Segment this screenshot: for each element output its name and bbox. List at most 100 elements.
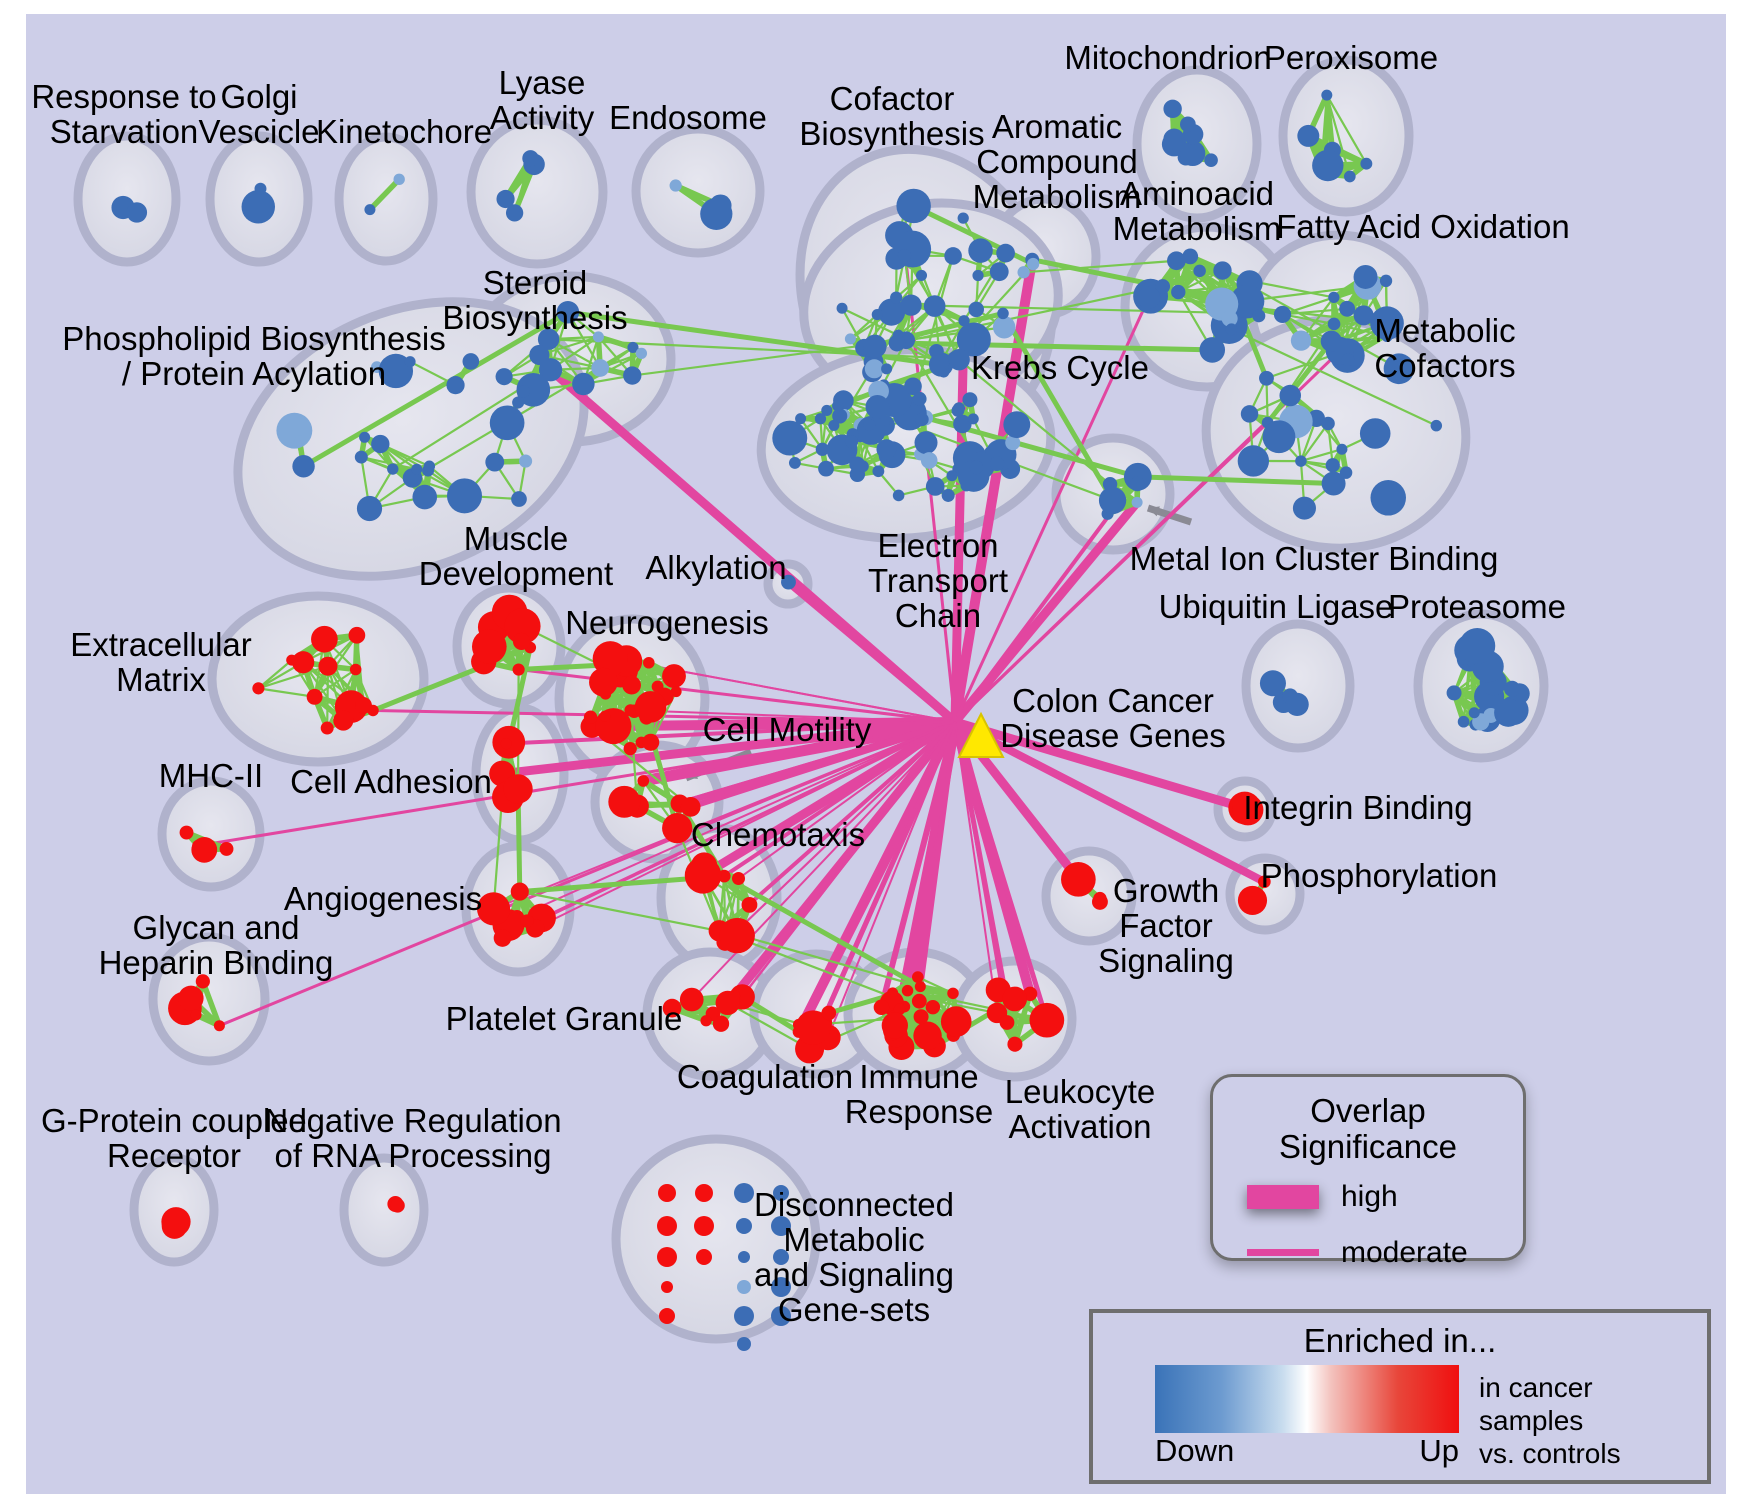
gene-set-node[interactable] xyxy=(510,882,529,901)
gene-set-node[interactable] xyxy=(890,291,903,304)
gene-set-node[interactable] xyxy=(1321,89,1333,101)
gene-set-node[interactable] xyxy=(731,872,746,886)
gene-set-node[interactable] xyxy=(781,574,796,590)
gene-set-node[interactable] xyxy=(844,333,856,345)
gene-set-node[interactable] xyxy=(446,376,465,395)
gene-set-node[interactable] xyxy=(1321,416,1335,431)
gene-set-node[interactable] xyxy=(992,316,1016,339)
gene-set-node[interactable] xyxy=(1240,405,1259,423)
gene-set-node[interactable] xyxy=(1379,274,1393,288)
gene-set-node[interactable] xyxy=(881,1012,908,1039)
gene-set-node[interactable] xyxy=(736,1218,752,1234)
gene-set-node[interactable] xyxy=(191,836,218,863)
gene-set-node[interactable] xyxy=(1029,1002,1065,1038)
gene-set-node[interactable] xyxy=(178,985,204,1011)
gene-set-node[interactable] xyxy=(741,896,758,913)
gene-set-node[interactable] xyxy=(637,775,650,787)
gene-set-node[interactable] xyxy=(876,439,897,460)
gene-set-node[interactable] xyxy=(913,1009,929,1025)
gene-set-node[interactable] xyxy=(684,857,722,894)
gene-set-node[interactable] xyxy=(1494,698,1523,727)
gene-set-node[interactable] xyxy=(1297,124,1320,147)
gene-set-node[interactable] xyxy=(662,998,682,1018)
gene-set-node[interactable] xyxy=(1292,496,1316,520)
gene-set-node[interactable] xyxy=(923,295,946,317)
gene-set-node[interactable] xyxy=(946,470,958,482)
gene-set-node[interactable] xyxy=(390,1198,405,1213)
gene-set-node[interactable] xyxy=(126,202,148,223)
gene-set-node[interactable] xyxy=(446,478,483,514)
gene-set-node[interactable] xyxy=(195,974,210,989)
gene-set-node[interactable] xyxy=(356,495,383,522)
gene-set-node[interactable] xyxy=(662,813,693,844)
gene-set-node[interactable] xyxy=(694,1216,714,1236)
gene-set-node[interactable] xyxy=(669,179,682,192)
gene-set-node[interactable] xyxy=(679,987,704,1012)
gene-set-node[interactable] xyxy=(423,460,436,472)
gene-set-node[interactable] xyxy=(911,993,927,1009)
gene-set-node[interactable] xyxy=(914,431,938,455)
gene-set-node[interactable] xyxy=(1504,680,1521,697)
gene-set-node[interactable] xyxy=(832,400,844,412)
gene-set-node[interactable] xyxy=(517,385,530,398)
gene-set-node[interactable] xyxy=(522,150,539,167)
gene-set-node[interactable] xyxy=(623,741,637,756)
gene-set-node[interactable] xyxy=(821,1005,837,1021)
gene-set-node[interactable] xyxy=(900,294,922,316)
gene-set-node[interactable] xyxy=(355,697,372,714)
gene-set-node[interactable] xyxy=(393,173,405,186)
gene-set-node[interactable] xyxy=(1003,411,1031,439)
gene-set-node[interactable] xyxy=(219,841,234,856)
gene-set-node[interactable] xyxy=(1155,279,1171,294)
gene-set-node[interactable] xyxy=(795,413,807,425)
gene-set-node[interactable] xyxy=(1459,627,1496,664)
gene-set-node[interactable] xyxy=(815,442,830,456)
gene-set-node[interactable] xyxy=(872,465,885,478)
gene-set-node[interactable] xyxy=(734,1183,754,1203)
gene-set-node[interactable] xyxy=(773,1185,789,1201)
gene-set-node[interactable] xyxy=(896,188,931,224)
gene-set-node[interactable] xyxy=(925,999,941,1015)
gene-set-node[interactable] xyxy=(737,1337,751,1351)
gene-set-node[interactable] xyxy=(1221,310,1238,327)
gene-set-node[interactable] xyxy=(772,420,808,456)
gene-set-node[interactable] xyxy=(661,1281,673,1293)
gene-set-node[interactable] xyxy=(814,413,827,425)
gene-set-node[interactable] xyxy=(670,686,682,698)
gene-set-node[interactable] xyxy=(505,204,524,222)
gene-set-node[interactable] xyxy=(877,298,906,326)
gene-set-node[interactable] xyxy=(962,392,978,408)
gene-set-node[interactable] xyxy=(276,412,313,449)
gene-set-node[interactable] xyxy=(503,774,533,804)
gene-set-node[interactable] xyxy=(1273,305,1292,324)
gene-set-node[interactable] xyxy=(662,664,686,688)
gene-set-node[interactable] xyxy=(538,358,563,382)
gene-set-node[interactable] xyxy=(404,356,416,368)
gene-set-node[interactable] xyxy=(512,663,525,676)
gene-set-node[interactable] xyxy=(1262,420,1296,454)
gene-set-node[interactable] xyxy=(1339,466,1353,479)
gene-set-node[interactable] xyxy=(292,651,315,674)
gene-set-node[interactable] xyxy=(1007,1036,1023,1052)
gene-set-node[interactable] xyxy=(915,269,928,281)
gene-set-node[interactable] xyxy=(537,328,560,350)
gene-set-node[interactable] xyxy=(1167,251,1186,271)
gene-set-node[interactable] xyxy=(1325,458,1340,473)
gene-set-node[interactable] xyxy=(680,797,701,817)
gene-set-node[interactable] xyxy=(512,396,525,409)
gene-set-node[interactable] xyxy=(972,269,984,282)
gene-set-node[interactable] xyxy=(719,917,755,954)
gene-set-node[interactable] xyxy=(241,190,276,224)
gene-set-node[interactable] xyxy=(1353,305,1374,326)
gene-set-node[interactable] xyxy=(512,632,531,651)
gene-set-node[interactable] xyxy=(888,334,906,352)
gene-set-node[interactable] xyxy=(1290,330,1312,351)
gene-set-node[interactable] xyxy=(493,929,512,947)
gene-set-node[interactable] xyxy=(997,307,1009,320)
gene-set-node[interactable] xyxy=(387,463,399,475)
gene-set-node[interactable] xyxy=(591,359,610,377)
gene-set-node[interactable] xyxy=(1353,264,1378,289)
gene-set-node[interactable] xyxy=(788,456,801,469)
gene-set-node[interactable] xyxy=(771,1277,791,1297)
gene-set-node[interactable] xyxy=(996,243,1015,263)
